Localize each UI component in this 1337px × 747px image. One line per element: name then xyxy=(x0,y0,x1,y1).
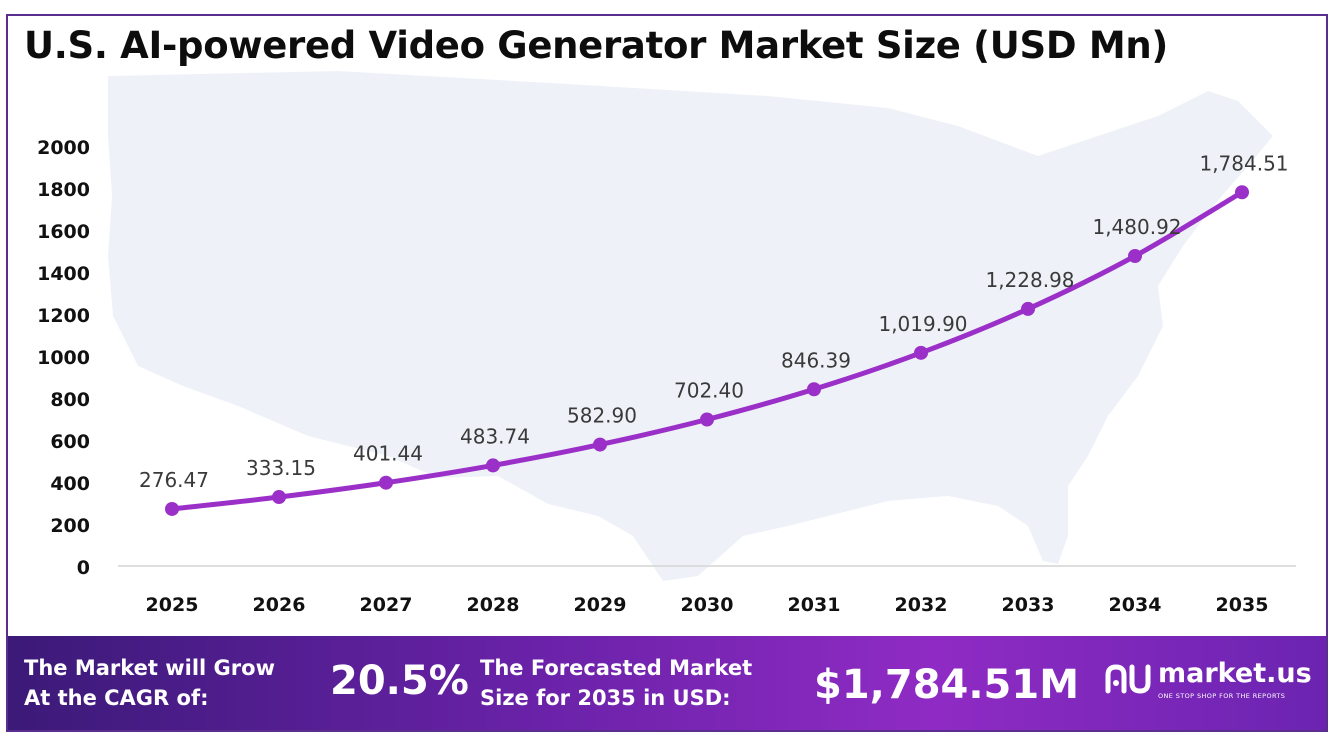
cagr-label-line-2: At the CAGR of: xyxy=(24,686,209,710)
data-point xyxy=(379,475,393,490)
x-tick-label: 2035 xyxy=(1216,594,1269,616)
y-axis: 0 200 400 600 800 1000 1200 1400 1600 1800 2000 xyxy=(37,137,90,579)
brand-name: market.us xyxy=(1158,658,1312,689)
y-tick-label: 600 xyxy=(50,431,90,453)
forecast-value: $1,784.51M xyxy=(814,662,1080,708)
data-label: 702.40 xyxy=(674,378,744,402)
y-tick-label: 1000 xyxy=(37,347,90,369)
summary-banner: The Market will Grow At the CAGR of: 20.… xyxy=(8,636,1326,730)
data-point xyxy=(1235,185,1249,200)
cagr-label-line-1: The Market will Grow xyxy=(24,656,275,680)
y-tick-label: 1400 xyxy=(37,263,90,285)
x-axis: 2025 2026 2027 2028 2029 2030 2031 2032 2033 2034… xyxy=(146,594,1269,616)
x-tick-label: 2031 xyxy=(788,594,841,616)
chart: 0 200 400 600 800 1000 1200 1400 1600 1800 2000 20… xyxy=(37,71,1296,616)
data-point xyxy=(165,501,179,516)
data-label: 401.44 xyxy=(353,442,423,466)
data-label: 1,228.98 xyxy=(985,268,1074,292)
us-map-background xyxy=(108,71,1273,581)
data-label: 483.74 xyxy=(460,424,530,448)
y-tick-label: 1600 xyxy=(37,221,90,243)
y-tick-label: 400 xyxy=(50,473,90,495)
x-tick-label: 2025 xyxy=(146,594,199,616)
y-tick-label: 1800 xyxy=(37,179,90,201)
y-tick-label: 2000 xyxy=(37,137,90,159)
market-us-logo-icon xyxy=(1105,664,1151,694)
brand-tagline: ONE STOP SHOP FOR THE REPORTS xyxy=(1158,692,1286,700)
y-tick-label: 1200 xyxy=(37,305,90,327)
y-tick-label: 200 xyxy=(50,515,90,537)
data-label: 333.15 xyxy=(246,456,316,480)
data-label: 276.47 xyxy=(139,468,209,492)
data-point xyxy=(593,437,607,452)
y-tick-label: 800 xyxy=(50,389,90,411)
x-tick-label: 2028 xyxy=(467,594,520,616)
chart-frame: 0 200 400 600 800 1000 1200 1400 1600 1800 2000 20… xyxy=(6,14,1328,732)
x-tick-label: 2034 xyxy=(1109,594,1162,616)
y-tick-label: 0 xyxy=(77,557,90,579)
forecast-label-line-2: Size for 2035 in USD: xyxy=(480,686,731,710)
x-tick-label: 2027 xyxy=(360,594,413,616)
data-labels: 276.47 333.15 401.44 483.74 582.90 702.40 846.… xyxy=(139,151,1289,492)
data-point xyxy=(486,458,500,473)
data-label: 1,480.92 xyxy=(1092,215,1181,239)
data-points xyxy=(165,185,1249,516)
data-point xyxy=(914,345,928,360)
x-tick-label: 2029 xyxy=(574,594,627,616)
x-tick-label: 2026 xyxy=(253,594,306,616)
forecast-label-line-1: The Forecasted Market xyxy=(480,656,753,680)
data-point xyxy=(1128,249,1142,264)
data-label: 582.90 xyxy=(567,404,637,428)
cagr-value: 20.5% xyxy=(330,658,469,704)
x-tick-label: 2033 xyxy=(1002,594,1055,616)
data-point xyxy=(1021,301,1035,316)
x-tick-label: 2032 xyxy=(895,594,948,616)
data-point xyxy=(807,382,821,397)
data-point xyxy=(700,412,714,427)
chart-title: U.S. AI-powered Video Generator Market S… xyxy=(24,24,1169,67)
x-tick-label: 2030 xyxy=(681,594,734,616)
data-point xyxy=(272,490,286,505)
data-label: 846.39 xyxy=(781,348,851,372)
data-label: 1,784.51 xyxy=(1199,151,1288,175)
data-label: 1,019.90 xyxy=(878,312,967,336)
